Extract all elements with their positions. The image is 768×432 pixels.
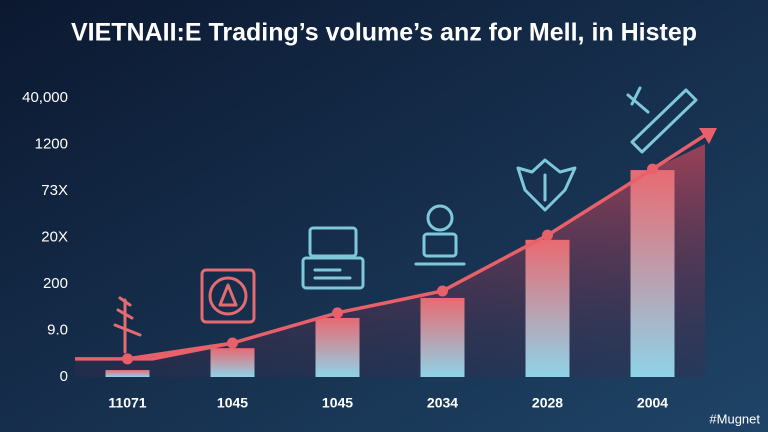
y-tick-label: 200 xyxy=(43,275,68,292)
icon-badge xyxy=(200,268,256,324)
icon-person xyxy=(414,204,466,266)
y-tick-label: 20X xyxy=(41,228,68,245)
x-tick-label: 2034 xyxy=(427,395,458,411)
bar xyxy=(420,297,465,377)
line xyxy=(127,167,654,361)
x-tick-label: 1045 xyxy=(217,395,248,411)
line-tail xyxy=(651,130,711,171)
icon-pen xyxy=(626,86,698,154)
y-tick-label: 73X xyxy=(41,182,68,199)
icon-plant xyxy=(113,296,142,354)
bar xyxy=(105,370,150,377)
y-tick-label: 9.0 xyxy=(47,321,68,338)
line-point xyxy=(332,307,343,319)
line-point xyxy=(227,337,238,349)
y-tick-label: 1200 xyxy=(35,135,68,152)
arrow-head xyxy=(699,128,717,144)
x-tick-label: 2028 xyxy=(532,395,563,411)
line-point xyxy=(542,229,553,241)
line-point xyxy=(437,285,448,297)
chart-title: VIETNAII:E Trading’s volume’s anz for Me… xyxy=(71,19,697,47)
line-point xyxy=(647,163,658,175)
x-tick-label: 2004 xyxy=(637,395,668,411)
x-tick-label: 11071 xyxy=(108,395,146,411)
icon-shield xyxy=(516,158,577,212)
bar xyxy=(315,317,360,377)
bar xyxy=(630,170,675,377)
x-tick-label: 1045 xyxy=(322,395,353,411)
bar xyxy=(525,239,570,377)
y-tick-label: 0 xyxy=(60,368,68,385)
icons xyxy=(113,86,698,354)
y-tick-label: 40,000 xyxy=(22,89,68,106)
bar xyxy=(210,348,255,377)
icon-laptop xyxy=(301,226,365,290)
watermark: #Mugnet xyxy=(709,411,760,426)
line-point xyxy=(122,353,133,365)
